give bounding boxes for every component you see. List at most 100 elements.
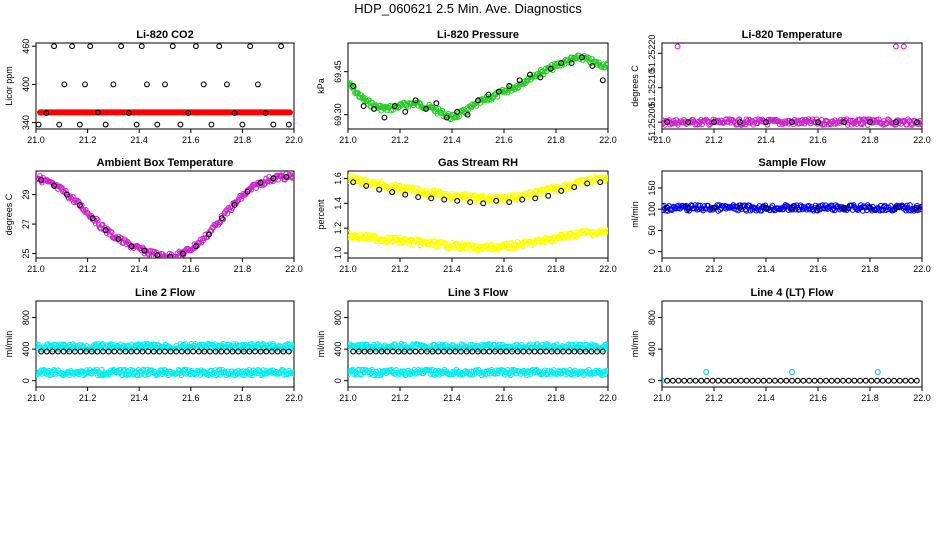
series-average-point: [509, 348, 515, 355]
series-average-point: [280, 348, 287, 355]
series-average-point: [743, 377, 750, 384]
series-average-point: [463, 348, 470, 355]
y-axis-label: degrees C: [4, 193, 14, 235]
series-raw-low-point: [239, 372, 246, 378]
series-average-point: [492, 348, 498, 355]
panel-gas-stream-rh: Gas Stream RH percent 21.0 21.2 21.4 21.6 21.8…: [316, 157, 617, 274]
y-tick-label: 69.30: [333, 103, 343, 126]
series-average-point: [913, 119, 920, 126]
y-tick-label: 0: [647, 378, 657, 383]
series-average-point: [571, 348, 578, 355]
series-average-point: [193, 243, 199, 250]
series-average-point: [732, 377, 739, 384]
series-average-point: [452, 348, 459, 355]
series-raw-high-point: [219, 343, 226, 350]
y-tick-label: 0: [333, 378, 343, 383]
series-average-point: [698, 377, 705, 384]
series-average-point: [506, 199, 513, 206]
series-raw-high-point: [212, 341, 219, 347]
series-raw-low-point: [218, 369, 225, 376]
plot-frame: [661, 42, 923, 130]
series-average-point: [376, 186, 383, 193]
series-group: [662, 43, 922, 128]
series-average-point: [102, 121, 109, 128]
panel-title: Line 2 Flow: [135, 287, 195, 299]
x-tick-label: 21.4: [443, 135, 461, 145]
series-average-point: [185, 110, 192, 117]
series-average-point: [686, 377, 693, 384]
series-raw-low-point: [397, 368, 404, 374]
series-average-point: [223, 348, 230, 355]
series-average-point: [763, 204, 769, 211]
series-raw-high-point: [117, 341, 124, 348]
series-group: [36, 43, 293, 128]
series-upper-point: [348, 173, 353, 180]
series-average-point: [692, 377, 699, 384]
x-tick-label: 21.6: [809, 393, 827, 403]
x-tick-label: 21.0: [653, 135, 671, 145]
series-raw-point: [726, 205, 733, 211]
x-tick-label: 21.8: [861, 264, 879, 274]
y-tick-label: 800: [333, 310, 343, 325]
panel-line-4-flow: Line 4 (LT) Flow ml/min 21.0 21.2 21.4 21.6 21…: [630, 287, 931, 403]
series-average-point: [360, 103, 367, 110]
series-raw-low-point: [527, 371, 534, 377]
series-raw-point: [696, 121, 702, 128]
series-average-point: [423, 348, 430, 355]
series-raw-point: [290, 174, 294, 180]
series-raw-point: [735, 207, 742, 214]
series-upper-point: [489, 198, 496, 205]
series-raw-point: [494, 94, 501, 100]
series-average-point: [244, 188, 251, 195]
series-raw-low-point: [178, 372, 185, 379]
series-average-point: [464, 111, 471, 118]
series-average-point: [789, 119, 795, 126]
series-upper-point: [604, 174, 608, 181]
series-average-point: [82, 81, 88, 88]
series-average-point: [218, 348, 225, 355]
series-upper-point: [469, 192, 476, 199]
series-raw-low-point: [213, 372, 220, 379]
series-average-point: [162, 81, 168, 88]
series-average-point: [737, 204, 743, 211]
y-tick-label: 51.25210: [647, 69, 657, 107]
series-average-point: [195, 348, 202, 355]
series-average-point: [588, 348, 595, 355]
series-average-point: [418, 348, 425, 355]
series-average-point: [180, 250, 187, 257]
x-tick-label: 21.2: [705, 264, 723, 274]
series-average-point: [851, 377, 858, 384]
series-average-point: [480, 200, 487, 207]
y-axis-label: percent: [316, 199, 326, 230]
y-tick-label: 1.0: [333, 247, 343, 260]
series-upper-point: [605, 175, 608, 182]
series-average-point: [128, 243, 135, 250]
series-average-point: [783, 377, 790, 384]
series-average-point: [913, 204, 920, 211]
series-average-point: [156, 348, 163, 355]
x-tick-label: 21.2: [705, 135, 723, 145]
series-average-point: [720, 377, 727, 384]
series-average-point: [102, 227, 109, 233]
series-average-point: [582, 348, 589, 355]
series-average-point: [283, 173, 290, 180]
series-average-point: [685, 204, 691, 211]
series-raw-point: [291, 172, 294, 178]
series-raw-point: [904, 202, 910, 209]
series-raw-point: [703, 369, 710, 375]
series-average-point: [118, 43, 125, 50]
series-average-point: [548, 348, 555, 355]
y-tick-label: 27: [21, 219, 31, 229]
series-lower-point: [605, 227, 608, 234]
series-average-point: [285, 348, 292, 355]
series-lower-point: [549, 237, 556, 244]
series-average-point: [711, 119, 717, 126]
series-group: [348, 52, 608, 123]
series-average-point: [577, 348, 584, 355]
series-raw-point: [858, 121, 865, 128]
series-average-point: [247, 43, 254, 50]
series-average-point: [36, 121, 42, 128]
series-outliers-point: [900, 43, 907, 50]
series-average-point: [867, 119, 873, 126]
series-raw-point: [819, 122, 826, 128]
